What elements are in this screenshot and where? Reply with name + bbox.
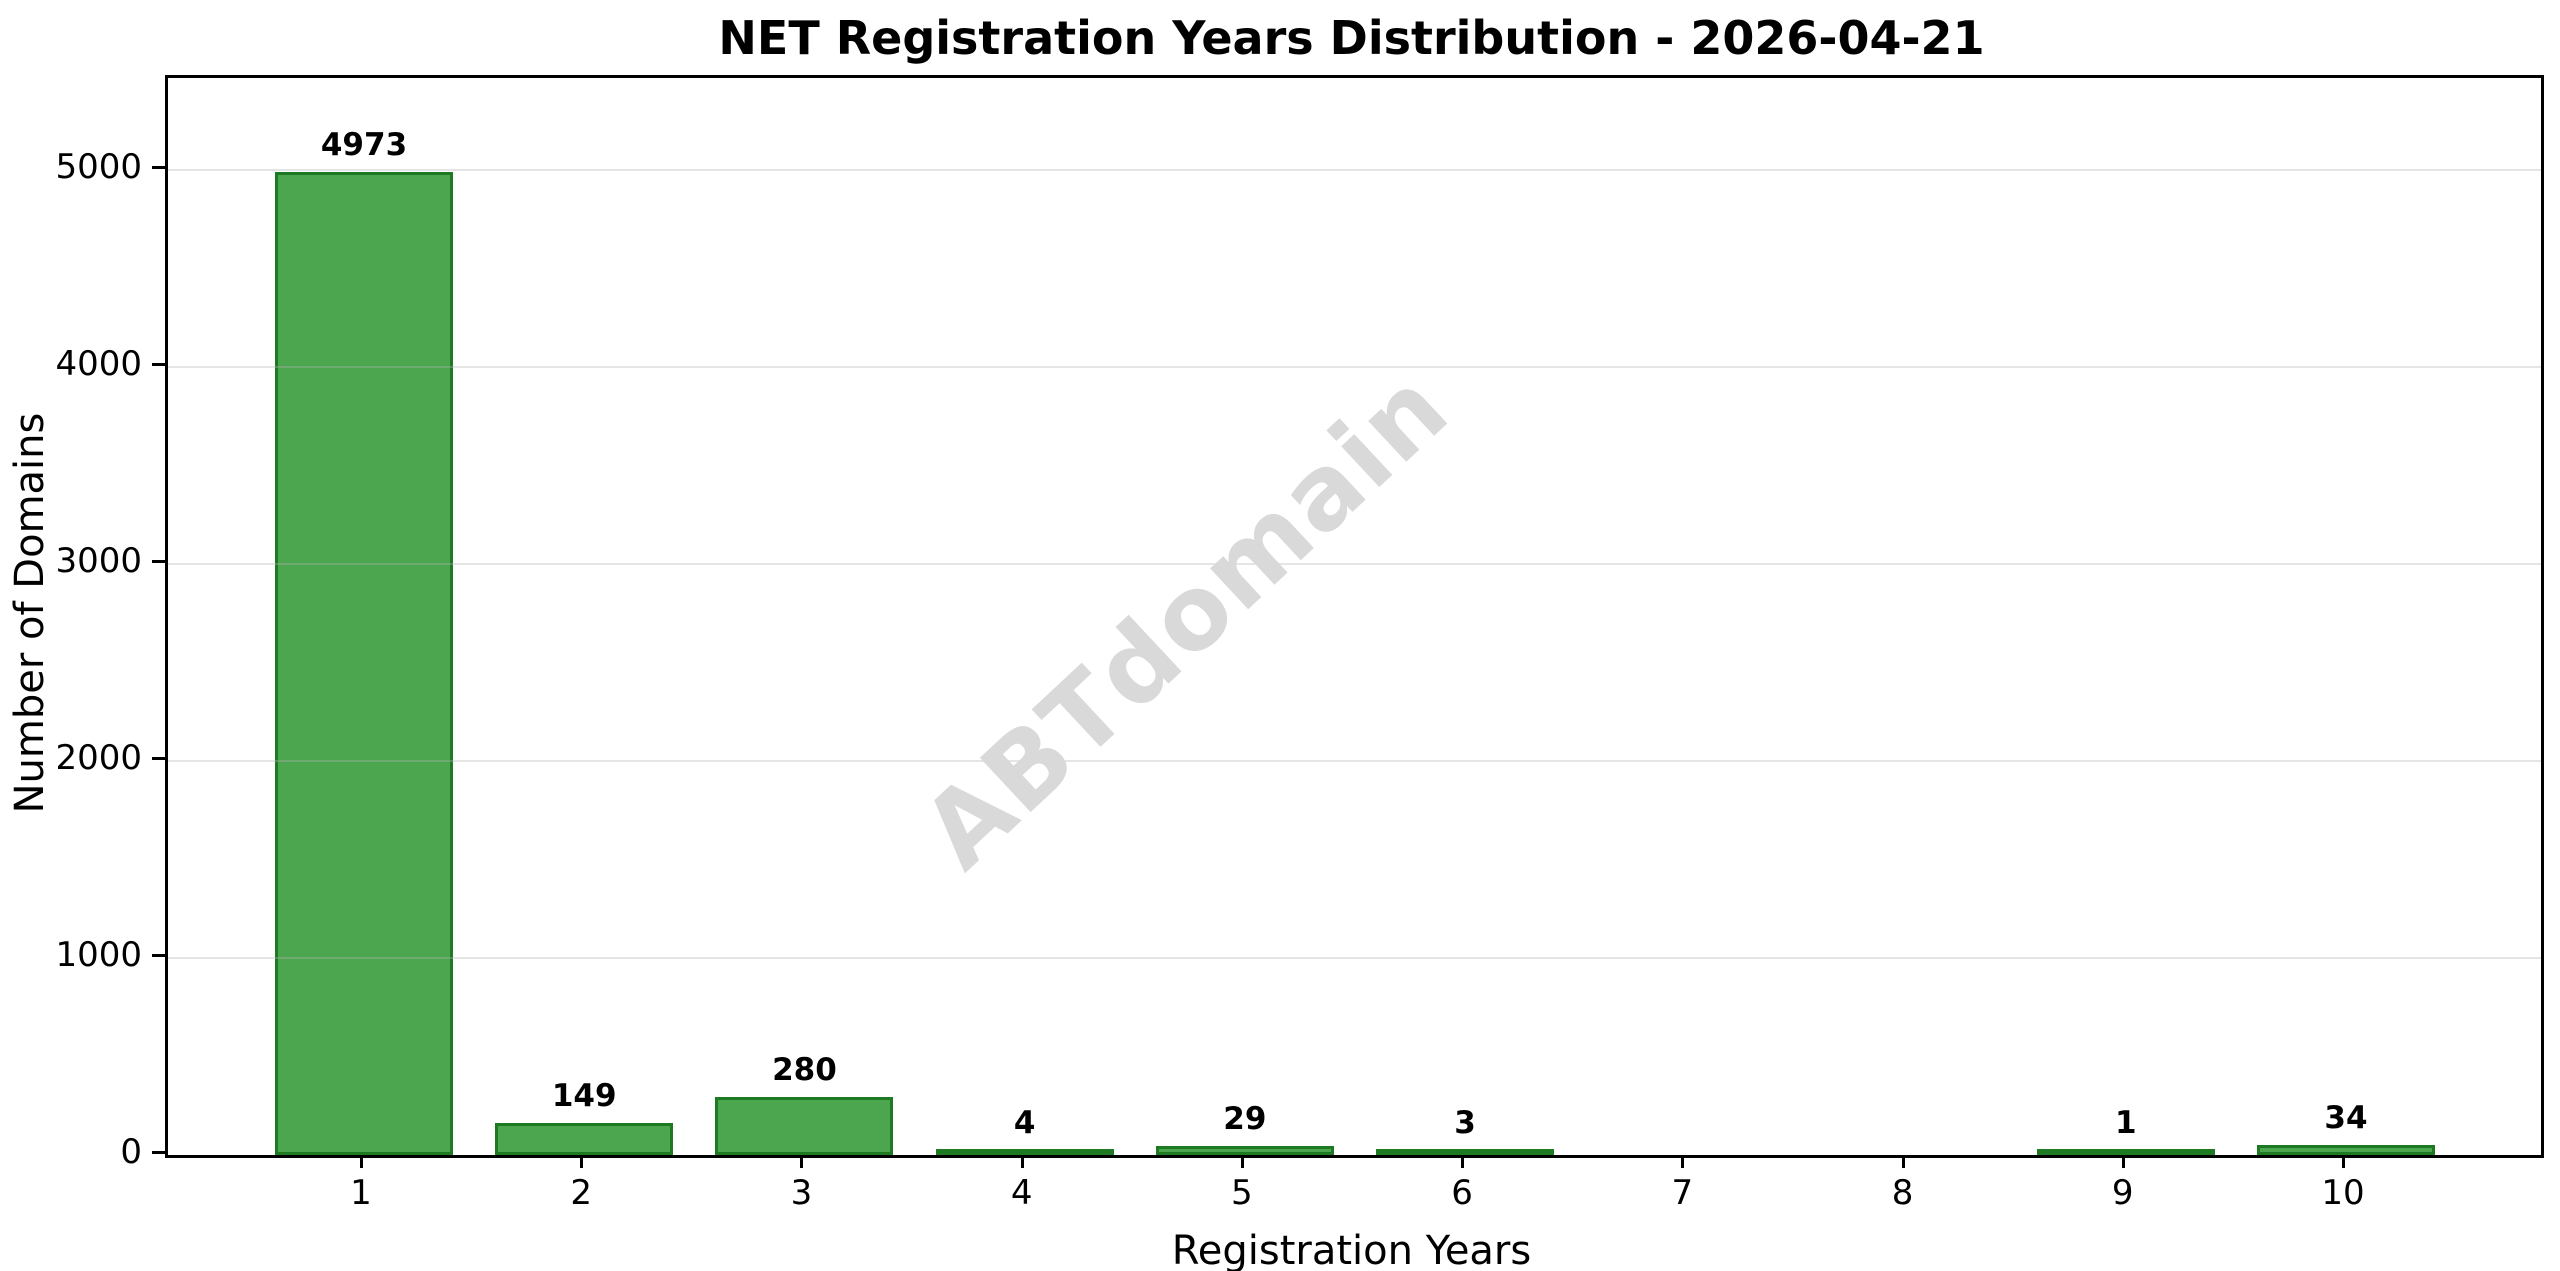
x-tick-label: 3 [790, 1173, 813, 1213]
x-tick-mark [1901, 1155, 1905, 1168]
gridline [168, 366, 2541, 368]
x-tick-mark [1681, 1155, 1685, 1168]
chart-title: NET Registration Years Distribution - 20… [718, 11, 1985, 65]
y-tick-label: 4000 [55, 344, 142, 384]
x-tick-label: 10 [2321, 1173, 2365, 1213]
gridline [168, 563, 2541, 565]
y-tick-mark [152, 954, 165, 957]
x-tick-mark [2341, 1155, 2345, 1168]
bar [2256, 1145, 2435, 1155]
bar-value-label: 149 [551, 1077, 617, 1114]
y-tick-label: 1000 [55, 935, 142, 975]
x-tick-mark [1461, 1155, 1465, 1168]
gridline [168, 169, 2541, 171]
x-axis-label: Registration Years [1171, 1228, 1532, 1271]
y-tick-mark [152, 757, 165, 760]
y-tick-label: 2000 [55, 738, 142, 778]
x-tick-label: 8 [1891, 1173, 1914, 1213]
x-tick-mark [1240, 1155, 1244, 1168]
x-tick-label: 2 [570, 1173, 593, 1213]
y-tick-mark [152, 560, 165, 563]
x-tick-label: 6 [1451, 1173, 1473, 1213]
x-tick-mark [1020, 1155, 1024, 1168]
bar-value-label: 4 [1013, 1105, 1036, 1141]
x-tick-mark [580, 1155, 584, 1168]
bar-value-label: 3 [1454, 1105, 1476, 1141]
bar-value-label: 280 [772, 1051, 837, 1088]
bar [495, 1122, 674, 1155]
bar-value-label: 4973 [320, 127, 408, 164]
y-tick-label: 3000 [55, 541, 142, 581]
bar [935, 1149, 1114, 1155]
x-tick-mark [360, 1155, 363, 1168]
x-tick-label: 1 [350, 1173, 372, 1213]
gridline [168, 760, 2541, 762]
y-tick-mark [152, 363, 165, 366]
bar [275, 172, 453, 1155]
bar [1155, 1146, 1334, 1155]
x-tick-label: 7 [1671, 1173, 1694, 1213]
y-tick-mark [152, 166, 165, 169]
x-tick-label: 5 [1231, 1173, 1253, 1213]
bar-value-label: 34 [2324, 1100, 2368, 1137]
y-tick-mark [152, 1151, 165, 1154]
gridline [168, 957, 2541, 959]
x-tick-mark [800, 1155, 804, 1168]
y-tick-label: 5000 [55, 147, 142, 187]
x-tick-label: 4 [1010, 1173, 1033, 1213]
plot-area: 4973 149 280 4 29 3 1 34 [165, 75, 2544, 1158]
y-tick-label: 0 [120, 1132, 142, 1172]
x-tick-label: 9 [2111, 1173, 2134, 1213]
bar [715, 1096, 894, 1155]
x-tick-mark [2121, 1155, 2125, 1168]
bar [2036, 1149, 2215, 1155]
bar [1376, 1149, 1555, 1155]
bar-value-label: 29 [1223, 1101, 1267, 1138]
bar-value-label: 1 [2114, 1105, 2137, 1141]
